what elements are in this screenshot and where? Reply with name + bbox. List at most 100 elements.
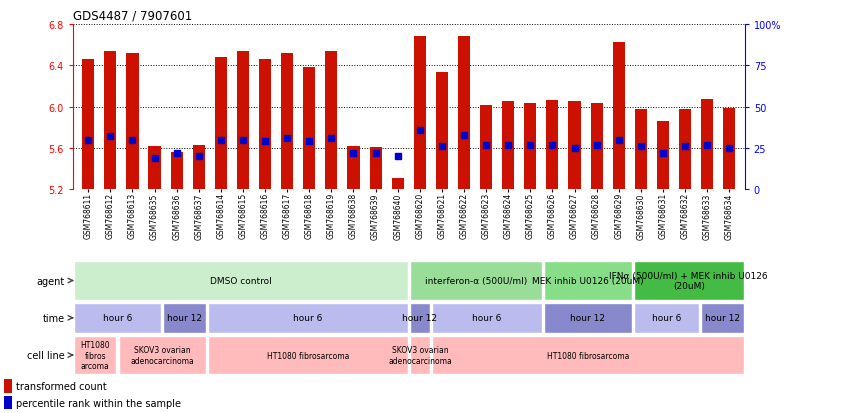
Text: cell line: cell line [27,350,65,360]
Point [347,150,360,157]
Text: percentile rank within the sample: percentile rank within the sample [16,398,181,408]
Text: transformed count: transformed count [16,381,107,391]
Bar [701,303,744,333]
Bar [657,122,669,190]
Text: MEK inhib U0126 (20uM): MEK inhib U0126 (20uM) [532,276,644,285]
Point [568,145,581,152]
Text: hour 12: hour 12 [570,313,605,323]
Point [524,142,538,149]
Point [612,137,626,144]
Bar [723,109,735,190]
Text: time: time [43,313,65,323]
Bar [4,380,12,392]
Bar [436,74,448,190]
Bar [74,336,116,374]
Point [324,135,338,142]
Bar [74,303,161,333]
Point [236,137,250,144]
Bar [410,336,430,374]
Bar [502,102,514,190]
Text: DMSO control: DMSO control [210,276,271,285]
Bar [635,109,647,190]
Text: SKOV3 ovarian
adenocarcinoma: SKOV3 ovarian adenocarcinoma [388,346,452,365]
Bar [458,37,470,190]
Bar [480,105,492,190]
Bar [544,262,632,300]
Text: hour 6: hour 6 [103,313,132,323]
Point [545,142,559,149]
Bar [546,101,558,190]
Bar [370,148,382,190]
Bar [303,68,315,190]
Bar [391,179,404,190]
Bar [148,147,161,190]
Bar [568,102,580,190]
Bar [281,54,294,190]
Bar [193,146,205,190]
Bar [633,303,698,333]
Point [479,142,493,149]
Point [722,145,736,152]
Bar [544,303,632,333]
Bar [613,43,625,190]
Text: agent: agent [37,276,65,286]
Bar [633,262,744,300]
Bar [432,303,542,333]
Bar [74,262,407,300]
Point [214,137,228,144]
Bar [432,336,744,374]
Point [656,150,669,157]
Point [169,150,183,157]
Bar [163,303,206,333]
Point [413,127,426,134]
Bar [237,52,249,190]
Text: GDS4487 / 7907601: GDS4487 / 7907601 [73,9,192,22]
Bar [410,262,542,300]
Bar [127,54,139,190]
Point [502,142,515,149]
Point [259,139,272,145]
Point [590,142,603,149]
Text: hour 6: hour 6 [651,313,681,323]
Bar [524,103,537,190]
Point [634,144,648,150]
Point [678,144,692,150]
Point [457,132,471,139]
Bar [119,336,206,374]
Point [104,134,117,140]
Text: hour 6: hour 6 [294,313,323,323]
Bar [215,58,227,190]
Text: HT1080
fibros
arcoma: HT1080 fibros arcoma [80,340,110,370]
Point [148,155,162,162]
Text: hour 12: hour 12 [402,313,437,323]
Bar [413,37,426,190]
Point [280,135,294,142]
Bar [259,60,271,190]
Point [435,144,449,150]
Bar [208,303,407,333]
Bar [348,147,360,190]
Point [369,150,383,157]
Bar [325,52,337,190]
Bar [104,52,116,190]
Bar [170,153,182,190]
Text: IFNα (500U/ml) + MEK inhib U0126
(20uM): IFNα (500U/ml) + MEK inhib U0126 (20uM) [609,271,768,290]
Point [302,139,316,145]
Bar [410,303,430,333]
Text: hour 12: hour 12 [167,313,202,323]
Point [81,137,95,144]
Bar [679,109,691,190]
Text: hour 6: hour 6 [473,313,502,323]
Text: HT1080 fibrosarcoma: HT1080 fibrosarcoma [547,351,629,360]
Text: hour 12: hour 12 [704,313,740,323]
Bar [701,100,713,190]
Text: SKOV3 ovarian
adenocarcinoma: SKOV3 ovarian adenocarcinoma [130,346,194,365]
Point [700,142,714,149]
Bar [82,60,94,190]
Text: HT1080 fibrosarcoma: HT1080 fibrosarcoma [267,351,349,360]
Text: interferon-α (500U/ml): interferon-α (500U/ml) [425,276,527,285]
Point [192,154,205,160]
Point [391,154,405,160]
Bar [208,336,407,374]
Point [126,137,140,144]
